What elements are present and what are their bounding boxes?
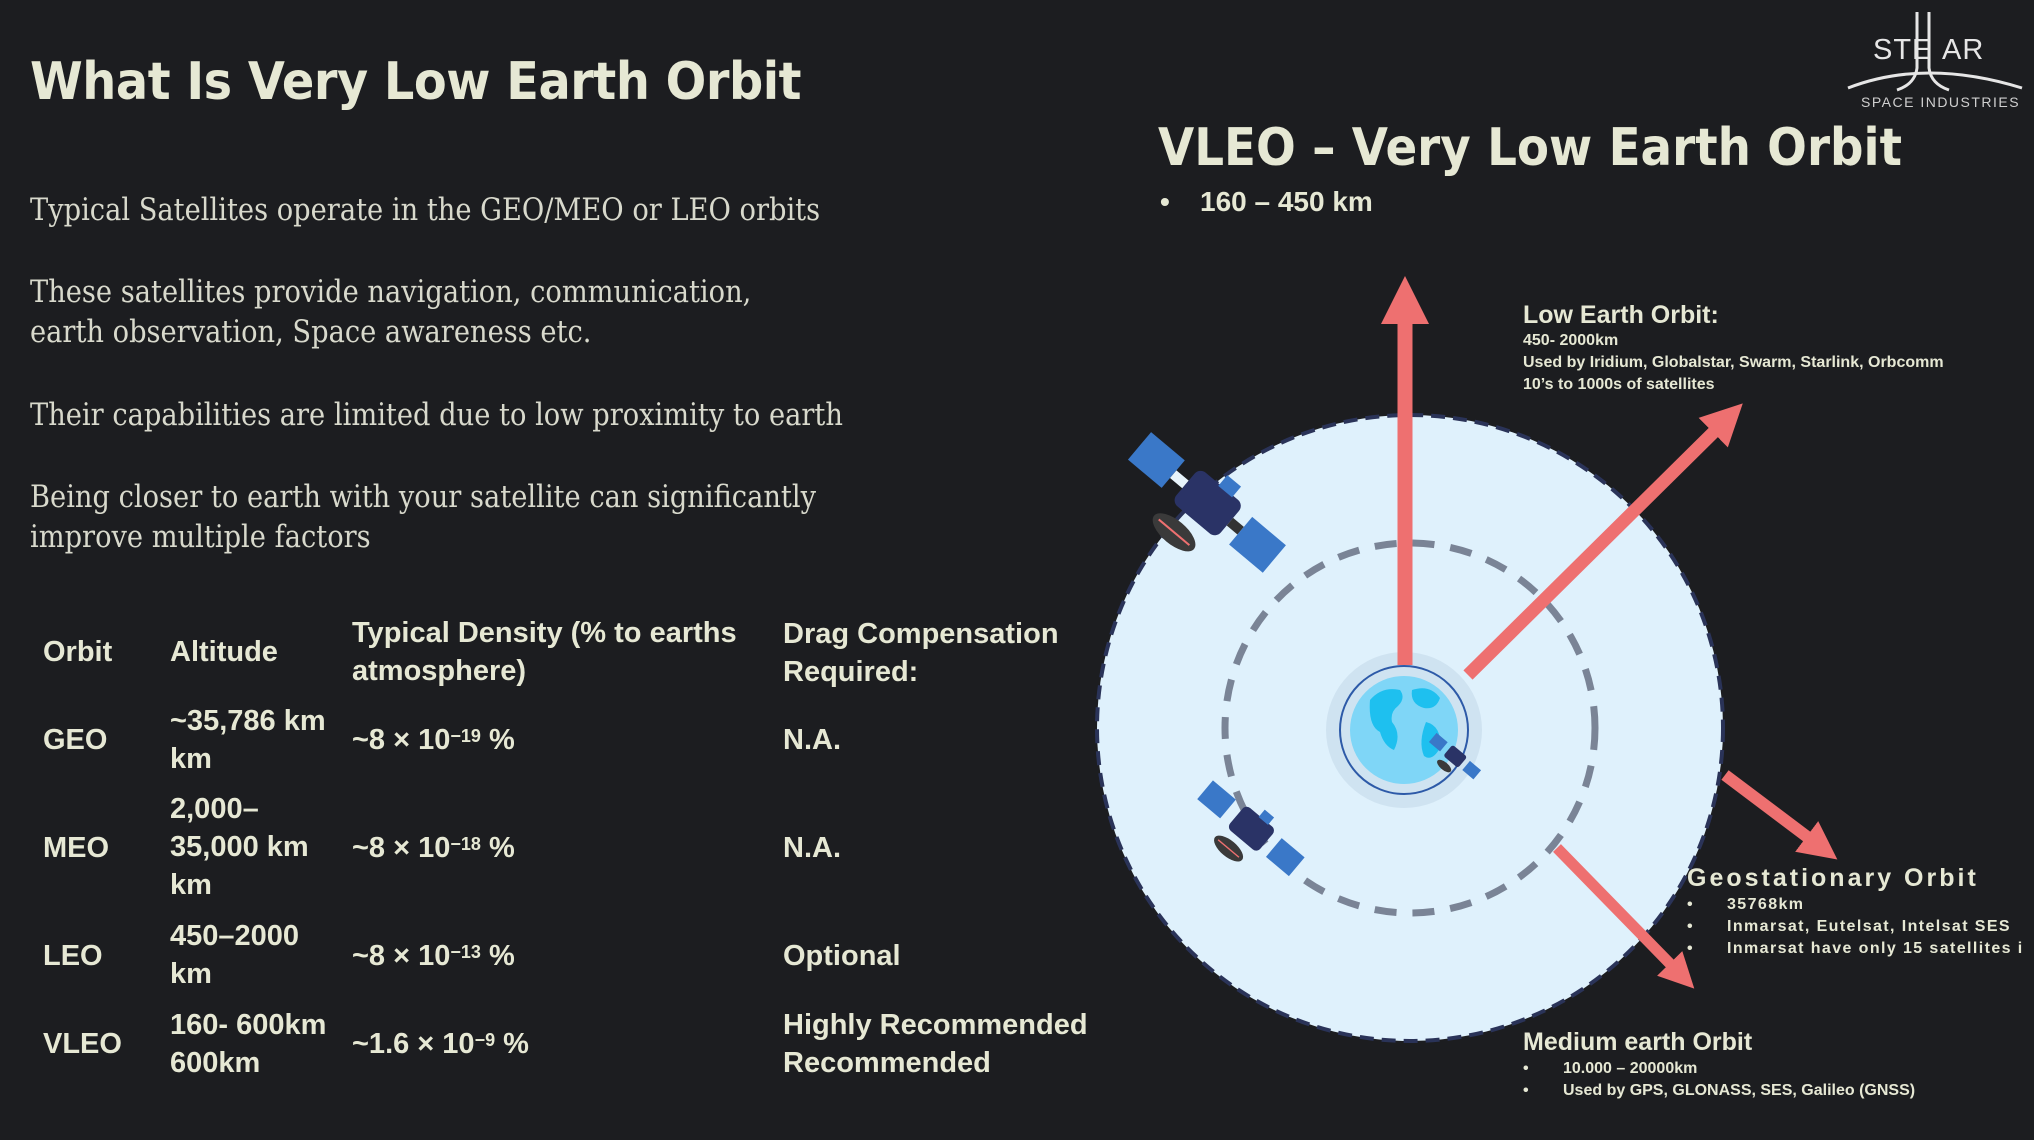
density-unit: % — [480, 832, 515, 864]
meo-heading: Medium earth Orbit — [1523, 1028, 1753, 1056]
density-base: ~8 × 10 — [352, 724, 451, 756]
cell-altitude: 160- 600km 600km — [170, 1006, 326, 1082]
paragraph-orbits: Typical Satellites operate in the GEO/ME… — [30, 190, 820, 230]
vleo-title: VLEO – Very Low Earth Orbit — [1158, 118, 1902, 178]
altitude-line: 600km — [170, 1047, 261, 1079]
header-drag-line: Drag Compensation — [783, 618, 1059, 650]
density-base: ~8 × 10 — [352, 940, 451, 972]
arrow-geo — [1721, 770, 1838, 860]
paragraph-line: earth observation, Space awareness etc. — [30, 314, 592, 350]
drag-line: Recommended — [783, 1047, 991, 1079]
bullet-icon: • — [1687, 896, 1695, 913]
satellite-icon — [1197, 780, 1305, 877]
vleo-altitude: 160 – 450 km — [1200, 186, 1373, 217]
cell-drag: N.A. — [783, 724, 841, 756]
meo-orbit-circle — [1221, 539, 1599, 917]
paragraph-limits: Their capabilities are limited due to lo… — [30, 395, 843, 435]
altitude-line: km — [170, 869, 212, 901]
meo-bullet: Used by GPS, GLONASS, SES, Galileo (GNSS… — [1563, 1082, 1916, 1099]
slide-title: What Is Very Low Earth Orbit — [30, 52, 802, 112]
satellite-icon — [1428, 732, 1482, 780]
paragraph-line: Being closer to earth with your satellit… — [30, 479, 817, 515]
logo-subtitle: SPACE INDUSTRIES — [1861, 94, 2021, 110]
header-orbit: Orbit — [43, 636, 113, 668]
density-exponent: −19 — [450, 726, 481, 746]
altitude-line: 450–2000 — [170, 920, 300, 952]
cell-density: ~8 × 10−19 % — [352, 721, 515, 759]
header-drag: Drag Compensation Required: — [783, 615, 1059, 691]
leo-orbit-ring — [1339, 665, 1469, 795]
arrow-leo — [1463, 403, 1743, 680]
cell-orbit: GEO — [43, 724, 108, 756]
altitude-line: 35,000 km — [170, 831, 309, 863]
altitude-line: km — [170, 743, 212, 775]
density-unit: % — [495, 1028, 529, 1060]
cell-orbit: VLEO — [43, 1028, 122, 1060]
geo-bullet: Inmarsat have only 15 satellites i — [1727, 940, 2024, 957]
density-exponent: −9 — [474, 1030, 496, 1050]
header-density: Typical Density (% to earths atmosphere) — [352, 614, 737, 690]
density-base: ~8 × 10 — [352, 832, 451, 864]
bullet-icon: • — [1687, 918, 1695, 935]
meo-bullet: 10.000 – 20000km — [1563, 1060, 1698, 1077]
bullet-icon: • — [1687, 940, 1695, 957]
leo-heading: Low Earth Orbit: — [1523, 301, 1719, 329]
logo-text-left: STE — [1873, 34, 1933, 66]
paragraph-services: These satellites provide navigation, com… — [30, 272, 751, 352]
paragraph-line: Their capabilities are limited due to lo… — [30, 397, 843, 433]
geo-bullet: 35768km — [1727, 896, 1805, 913]
leo-line: 450- 2000km — [1523, 332, 1619, 349]
geo-label: Geostationary Orbit • 35768km • Inmarsat, … — [1687, 862, 2034, 960]
paragraph-line: These satellites provide navigation, com… — [30, 274, 752, 310]
geo-bullet: Inmarsat, Eutelsat, Intelsat SES — [1727, 918, 2011, 935]
cell-density: ~8 × 10−18 % — [352, 829, 515, 867]
vleo-altitude-bullet: • 160 – 450 km — [1160, 186, 1373, 218]
cell-drag: N.A. — [783, 832, 841, 864]
cell-altitude: ~35,786 km km — [170, 702, 326, 778]
paragraph-benefits: Being closer to earth with your satellit… — [30, 477, 816, 557]
paragraph-line: improve multiple factors — [30, 519, 371, 555]
cell-drag: Optional — [783, 940, 901, 972]
arrow-meo — [1553, 844, 1695, 989]
altitude-line: ~35,786 km — [170, 705, 326, 737]
stellar-logo: STE AR SPACE INDUSTRIES — [1845, 8, 2025, 118]
cell-drag: Highly Recommended Recommended — [783, 1006, 1088, 1082]
leo-label: Low Earth Orbit: 450- 2000km Used by Iri… — [1523, 300, 1944, 396]
altitude-line: 160- 600km — [170, 1009, 327, 1041]
leo-line: Used by Iridium, Globalstar, Swarm, Star… — [1523, 354, 1944, 371]
header-density-line: Typical Density (% to earths — [352, 617, 737, 649]
cell-altitude: 450–2000 km — [170, 917, 299, 993]
bullet-icon: • — [1160, 186, 1170, 217]
cell-altitude: 2,000– 35,000 km km — [170, 790, 309, 904]
meo-label: Medium earth Orbit • 10.000 – 20000km • Us… — [1523, 1026, 1915, 1102]
earth-icon — [1350, 676, 1458, 784]
geo-heading: Geostationary Orbit — [1687, 864, 1979, 892]
density-base: ~1.6 × 10 — [352, 1028, 475, 1060]
header-density-line: atmosphere) — [352, 655, 527, 687]
altitude-line: km — [170, 958, 212, 990]
logo-mark-icon — [1847, 12, 2023, 92]
drag-line: Highly Recommended — [783, 1009, 1088, 1041]
satellite-icon — [1127, 432, 1286, 573]
leo-line: 10’s to 1000s of satellites — [1523, 376, 1715, 393]
bullet-icon: • — [1523, 1060, 1529, 1077]
density-exponent: −18 — [450, 834, 481, 854]
paragraph-line: Typical Satellites operate in the GEO/ME… — [30, 192, 821, 228]
cell-density: ~8 × 10−13 % — [352, 937, 515, 975]
cell-orbit: MEO — [43, 832, 110, 864]
altitude-line: 2,000– — [170, 793, 259, 825]
header-drag-line: Required: — [783, 656, 919, 688]
header-altitude: Altitude — [170, 636, 278, 668]
cell-orbit: LEO — [43, 940, 103, 972]
density-unit: % — [480, 940, 515, 972]
density-unit: % — [480, 724, 515, 756]
density-exponent: −13 — [450, 942, 481, 962]
cell-density: ~1.6 × 10−9 % — [352, 1025, 529, 1063]
logo-text-right: AR — [1942, 34, 1985, 66]
bullet-icon: • — [1523, 1082, 1529, 1099]
